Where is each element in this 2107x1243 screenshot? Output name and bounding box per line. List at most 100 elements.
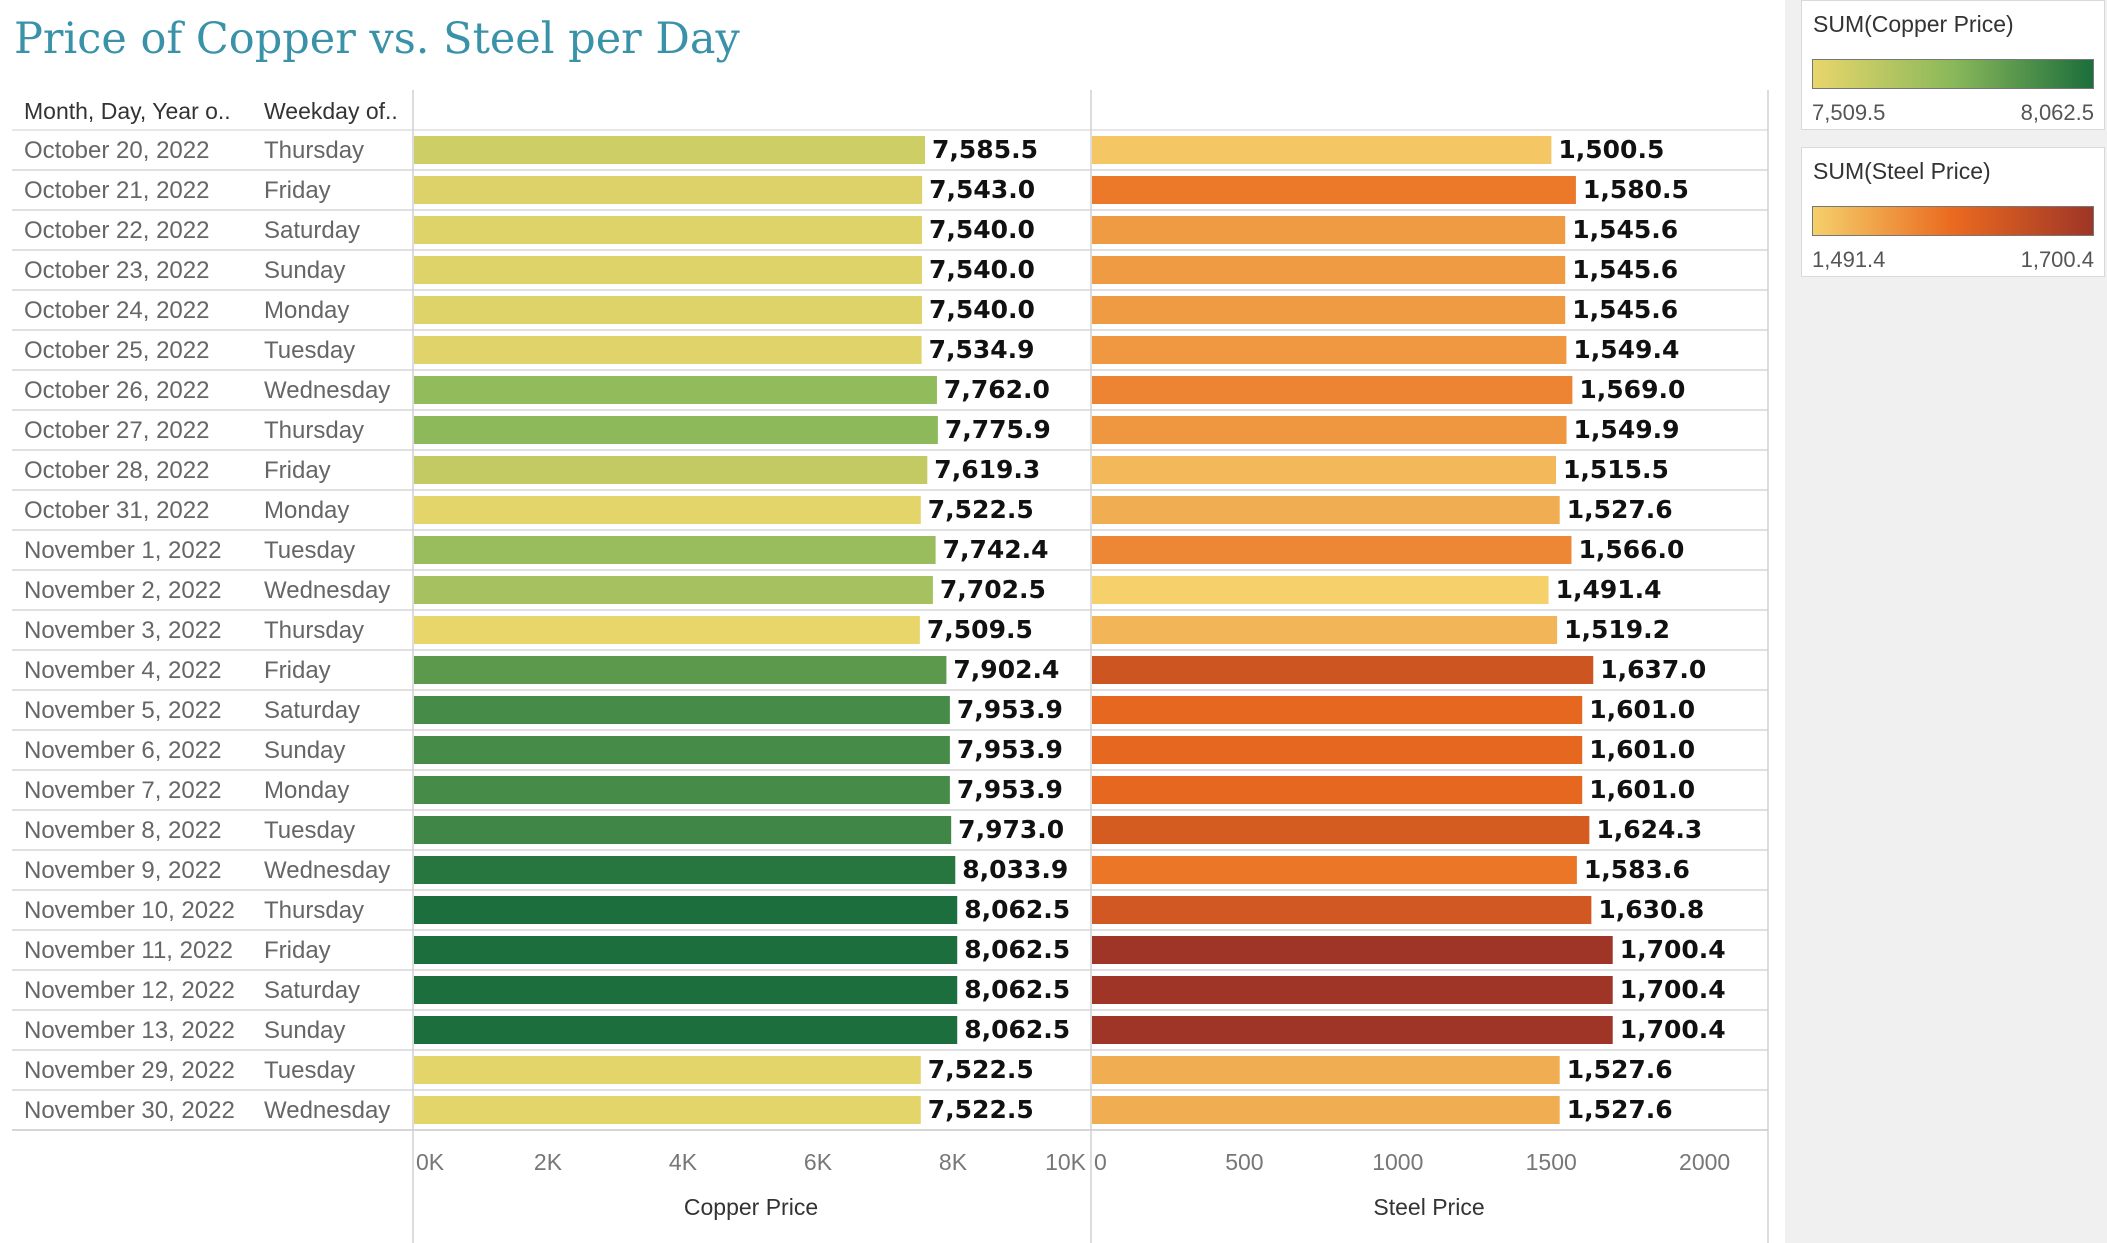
steel-bar — [1092, 736, 1583, 764]
copper-value-label: 7,953.9 — [957, 775, 1063, 804]
copper-axis-title: Copper Price — [683, 1194, 819, 1220]
steel-legend-title: SUM(Steel Price) — [1813, 158, 1991, 184]
legend-panel: SUM(Copper Price) 7,509.5 8,062.5 SUM(St… — [1785, 0, 2107, 1243]
copper-bar — [414, 896, 958, 924]
steel-bar — [1092, 856, 1577, 884]
copper-bar — [414, 776, 950, 804]
steel-bar — [1092, 176, 1576, 204]
header-weekday[interactable]: Weekday of.. — [264, 98, 398, 124]
steel-bar — [1092, 416, 1567, 444]
copper-value-label: 7,540.0 — [929, 295, 1035, 324]
row-date-label: October 20, 2022 — [24, 137, 209, 164]
copper-value-label: 7,762.0 — [944, 375, 1050, 404]
copper-value-label: 8,062.5 — [964, 935, 1070, 964]
row-date-label: October 24, 2022 — [24, 297, 209, 324]
row-weekday-label: Wednesday — [264, 1097, 390, 1124]
row-date-label: November 10, 2022 — [24, 897, 235, 924]
steel-bar — [1092, 536, 1572, 564]
row-date-label: November 13, 2022 — [24, 1017, 235, 1044]
steel-value-label: 1,566.0 — [1578, 535, 1684, 564]
copper-bar — [414, 976, 958, 1004]
row-date-label: November 30, 2022 — [24, 1097, 235, 1124]
steel-value-label: 1,515.5 — [1563, 455, 1669, 484]
steel-value-label: 1,527.6 — [1567, 1095, 1673, 1124]
copper-value-label: 7,619.3 — [934, 455, 1040, 484]
row-date-label: November 1, 2022 — [24, 537, 221, 564]
row-date-label: November 2, 2022 — [24, 577, 221, 604]
copper-bar — [414, 1096, 921, 1124]
copper-value-label: 8,062.5 — [964, 975, 1070, 1004]
copper-bar — [414, 136, 926, 164]
steel-tick-label: 500 — [1225, 1149, 1263, 1175]
steel-tick-label: 2000 — [1679, 1149, 1730, 1175]
steel-tick-label: 0 — [1094, 1149, 1107, 1175]
row-weekday-label: Monday — [264, 777, 349, 804]
copper-tick-label: 0K — [416, 1149, 445, 1175]
row-date-label: November 12, 2022 — [24, 977, 235, 1004]
steel-bar — [1092, 696, 1583, 724]
steel-value-label: 1,527.6 — [1567, 495, 1673, 524]
copper-value-label: 7,702.5 — [940, 575, 1046, 604]
header-date[interactable]: Month, Day, Year o.. — [24, 98, 231, 124]
row-date-label: October 27, 2022 — [24, 417, 209, 444]
row-date-label: November 8, 2022 — [24, 817, 221, 844]
steel-bar — [1092, 1016, 1613, 1044]
steel-value-label: 1,637.0 — [1600, 655, 1706, 684]
copper-value-label: 8,062.5 — [964, 895, 1070, 924]
row-weekday-label: Friday — [264, 657, 331, 684]
steel-bar — [1092, 656, 1594, 684]
row-weekday-label: Saturday — [264, 217, 360, 244]
steel-value-label: 1,700.4 — [1620, 975, 1726, 1004]
copper-legend-min: 7,509.5 — [1812, 100, 1886, 125]
copper-value-label: 7,509.5 — [927, 615, 1033, 644]
row-date-label: November 6, 2022 — [24, 737, 221, 764]
copper-value-label: 7,540.0 — [929, 215, 1035, 244]
row-date-label: November 4, 2022 — [24, 657, 221, 684]
copper-value-label: 8,062.5 — [964, 1015, 1070, 1044]
copper-tick-label: 6K — [804, 1149, 833, 1175]
copper-bar — [414, 1056, 921, 1084]
steel-legend-min: 1,491.4 — [1812, 247, 1886, 272]
copper-bar — [414, 856, 956, 884]
steel-value-label: 1,500.5 — [1558, 135, 1664, 164]
steel-bar — [1092, 816, 1590, 844]
row-date-label: November 5, 2022 — [24, 697, 221, 724]
steel-axis-title: Steel Price — [1373, 1194, 1485, 1220]
steel-bar — [1092, 936, 1613, 964]
steel-bar — [1092, 256, 1566, 284]
copper-value-label: 7,973.0 — [958, 815, 1064, 844]
row-weekday-label: Monday — [264, 297, 349, 324]
copper-tick-label: 2K — [534, 1149, 563, 1175]
copper-bar — [414, 256, 922, 284]
copper-legend-title: SUM(Copper Price) — [1813, 11, 2014, 37]
steel-bar — [1092, 976, 1613, 1004]
copper-legend[interactable]: SUM(Copper Price) 7,509.5 8,062.5 — [1801, 0, 2105, 130]
copper-value-label: 7,540.0 — [929, 255, 1035, 284]
steel-bar — [1092, 776, 1583, 804]
steel-value-label: 1,700.4 — [1620, 935, 1726, 964]
chart-title: Price of Copper vs. Steel per Day — [14, 14, 740, 64]
row-weekday-label: Wednesday — [264, 377, 390, 404]
steel-bar — [1092, 576, 1549, 604]
copper-value-label: 7,543.0 — [929, 175, 1035, 204]
bar-chart: October 20, 2022 Thursday October 21, 2022… — [12, 90, 1769, 1243]
copper-value-label: 7,742.4 — [943, 535, 1049, 564]
row-date-label: November 7, 2022 — [24, 777, 221, 804]
row-weekday-label: Wednesday — [264, 577, 390, 604]
row-weekday-label: Thursday — [264, 617, 364, 644]
steel-bar — [1092, 136, 1552, 164]
row-weekday-label: Sunday — [264, 1017, 345, 1044]
steel-bar — [1092, 376, 1573, 404]
row-weekday-label: Tuesday — [264, 1057, 355, 1084]
steel-bar — [1092, 1096, 1560, 1124]
copper-bar — [414, 936, 958, 964]
copper-tick-label: 4K — [669, 1149, 698, 1175]
copper-bar — [414, 1016, 958, 1044]
row-weekday-label: Sunday — [264, 257, 345, 284]
copper-bar — [414, 536, 936, 564]
steel-legend[interactable]: SUM(Steel Price) 1,491.4 1,700.4 — [1801, 147, 2105, 277]
steel-value-label: 1,545.6 — [1572, 295, 1678, 324]
steel-tick-label: 1500 — [1526, 1149, 1577, 1175]
copper-value-label: 7,953.9 — [957, 735, 1063, 764]
column-header-row: Month, Day, Year o.. Weekday of.. — [12, 90, 1772, 130]
